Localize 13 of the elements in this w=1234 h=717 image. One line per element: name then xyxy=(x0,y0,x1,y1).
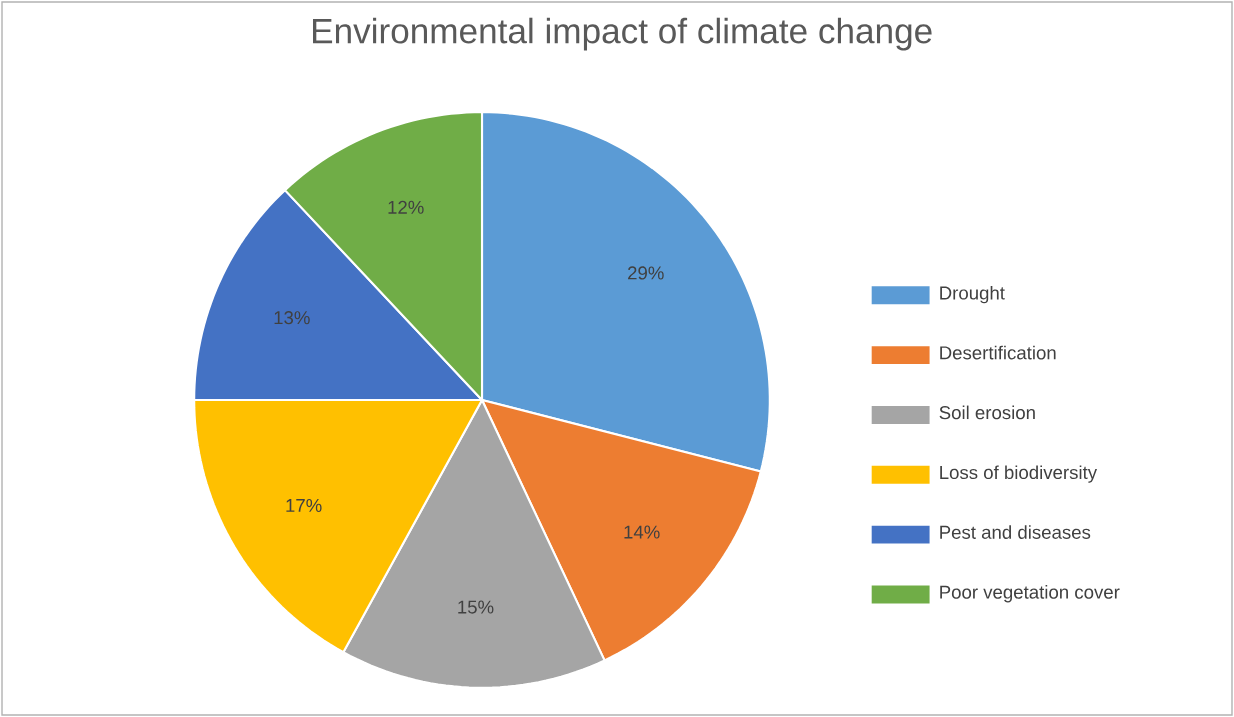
chart-title: Environmental impact of climate change xyxy=(313,17,932,51)
legend-label: Poor vegetation cover xyxy=(940,585,1120,603)
legend-label: Pest and diseases xyxy=(940,525,1091,539)
data-label: 15% xyxy=(458,600,494,614)
data-label: 12% xyxy=(388,200,424,214)
data-label: 17% xyxy=(286,498,322,512)
legend-label: Drought xyxy=(940,285,1005,304)
legend-label: Desertification xyxy=(940,345,1056,360)
data-label: 14% xyxy=(624,525,660,539)
legend-label: Soil erosion xyxy=(939,405,1035,420)
data-label: 29% xyxy=(628,266,664,280)
legend-label: Loss of biodiversity xyxy=(940,465,1098,483)
data-label: 13% xyxy=(274,311,310,325)
